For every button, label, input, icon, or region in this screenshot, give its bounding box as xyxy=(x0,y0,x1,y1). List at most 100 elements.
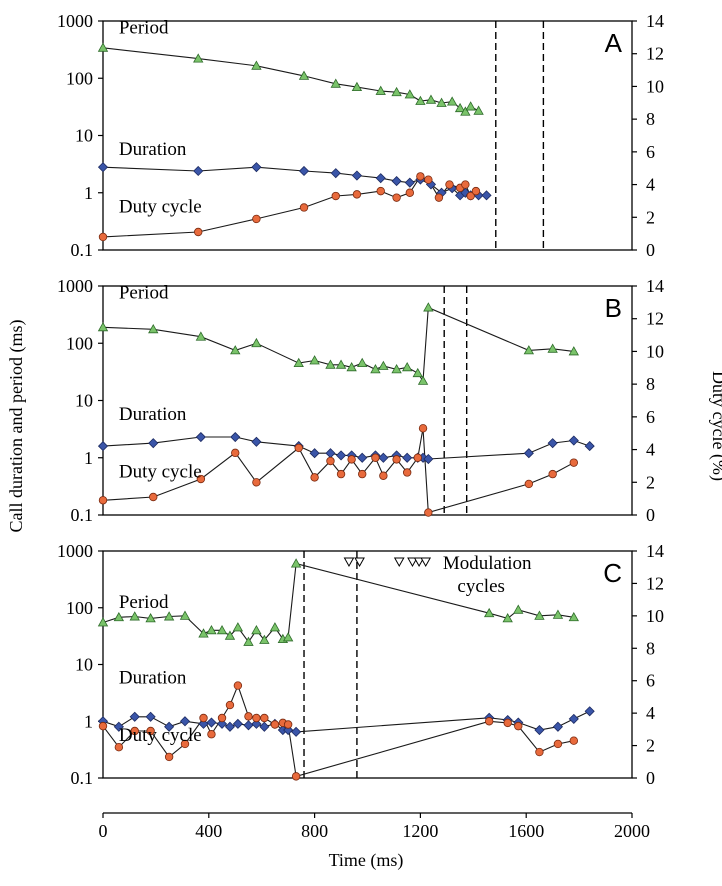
duration-point xyxy=(357,452,368,463)
duration-point xyxy=(251,162,262,173)
period-point xyxy=(375,85,386,95)
duty-cycle-point xyxy=(194,227,203,237)
period-point xyxy=(357,357,368,368)
duty-cycle-point xyxy=(471,186,481,196)
period-point xyxy=(198,628,209,638)
duty-cycle-point xyxy=(260,713,269,723)
y-axis-left-title: Call duration and period (ms) xyxy=(6,320,27,533)
duty-cycle-point xyxy=(514,721,523,731)
period-point xyxy=(243,636,254,646)
markers xyxy=(97,42,492,242)
y-axis-right-title: Duty cycle (%) xyxy=(708,371,722,481)
duty-cycle-point xyxy=(98,232,108,242)
period-point xyxy=(446,96,458,106)
duration-point xyxy=(251,436,262,447)
period-point xyxy=(351,81,363,92)
duty-cycle-point xyxy=(424,508,433,517)
period-point xyxy=(251,625,262,635)
duty-cycle-point xyxy=(402,468,412,477)
period-point xyxy=(378,360,389,370)
period-point xyxy=(259,634,270,644)
period-point xyxy=(436,97,447,107)
duty-cycle-point xyxy=(352,190,362,199)
duty-cycle-point xyxy=(569,736,579,745)
y-left-tick-label: 1000 xyxy=(57,541,93,561)
duration-point xyxy=(404,177,415,188)
period-point xyxy=(425,94,437,104)
duty-cycle-point xyxy=(358,469,367,479)
y-left-tick-label: 100 xyxy=(66,333,93,353)
duration-point xyxy=(378,452,389,463)
y-left-tick-label: 0.1 xyxy=(71,505,94,525)
duration-point xyxy=(325,448,336,459)
x-tick-label: 0 xyxy=(99,821,108,841)
panel-letter: A xyxy=(605,28,623,58)
duration-point xyxy=(291,726,302,737)
duration-point xyxy=(330,168,341,179)
series-label-duration: Duration xyxy=(119,404,187,425)
duration-point xyxy=(547,438,558,449)
period-point xyxy=(206,625,217,635)
period-point xyxy=(568,611,579,622)
duration-point xyxy=(179,716,191,727)
duty-cycle-point xyxy=(461,180,470,189)
duty-cycle-point xyxy=(299,203,309,212)
y-right-tick-label: 2 xyxy=(646,472,655,492)
period-point xyxy=(113,611,125,622)
duty-cycle-point xyxy=(466,191,475,201)
duty-cycle-point xyxy=(376,186,385,196)
series-label-duration: Duration xyxy=(119,668,187,689)
duty-cycle-point xyxy=(326,456,335,466)
duty-cycle-point xyxy=(434,193,444,202)
period-point xyxy=(552,609,564,619)
y-right-tick-label: 8 xyxy=(646,374,655,394)
y-right-tick-label: 0 xyxy=(646,505,655,525)
y-right-tick-label: 2 xyxy=(646,207,655,227)
series-line-period xyxy=(102,306,574,383)
duty-cycle-point xyxy=(347,455,356,464)
period-point xyxy=(473,105,484,115)
period-point xyxy=(163,611,175,621)
duty-cycle-point xyxy=(424,175,433,184)
duration-point xyxy=(224,721,236,732)
period-point xyxy=(193,53,204,63)
x-tick-label: 1600 xyxy=(508,821,544,841)
y-right-tick-label: 10 xyxy=(646,606,664,626)
duty-cycle-point xyxy=(233,681,243,690)
period-point xyxy=(179,610,191,620)
duty-cycle-point xyxy=(196,474,206,484)
period-point xyxy=(460,106,471,116)
y-left-tick-label: 0.1 xyxy=(71,768,94,788)
duration-point xyxy=(97,162,109,173)
duration-point xyxy=(568,713,579,724)
series-label-period: Period xyxy=(119,592,169,613)
chart-panels: 0.1110100100002468101214PeriodDurationDu… xyxy=(57,11,664,788)
duration-point xyxy=(216,718,228,729)
modulation-cycle-marker xyxy=(420,557,432,568)
duration-point xyxy=(584,440,595,452)
duty-cycle-point xyxy=(252,713,261,723)
period-point xyxy=(404,89,416,99)
y-right-tick-label: 6 xyxy=(646,142,655,162)
y-right-tick-label: 8 xyxy=(646,109,655,129)
period-point xyxy=(293,357,304,368)
duration-point xyxy=(97,440,109,452)
duty-cycle-point xyxy=(310,473,319,482)
duration-point xyxy=(309,448,320,459)
duration-point xyxy=(391,175,402,187)
duty-cycle-point xyxy=(484,717,494,726)
duration-point xyxy=(113,721,124,732)
duty-cycle-point xyxy=(379,471,388,480)
period-point xyxy=(335,359,347,369)
duty-cycle-point xyxy=(445,180,454,189)
period-point xyxy=(412,367,423,378)
series-label-period: Period xyxy=(119,18,169,39)
period-point xyxy=(216,625,228,635)
modulation-cycle-marker xyxy=(407,557,418,568)
duty-cycle-point xyxy=(503,718,512,728)
duty-cycle-point xyxy=(164,752,174,762)
x-axis: 0 400 800 1200 1600 2000 xyxy=(99,812,650,841)
period-point xyxy=(251,337,262,348)
y-left-tick-label: 100 xyxy=(66,68,93,88)
